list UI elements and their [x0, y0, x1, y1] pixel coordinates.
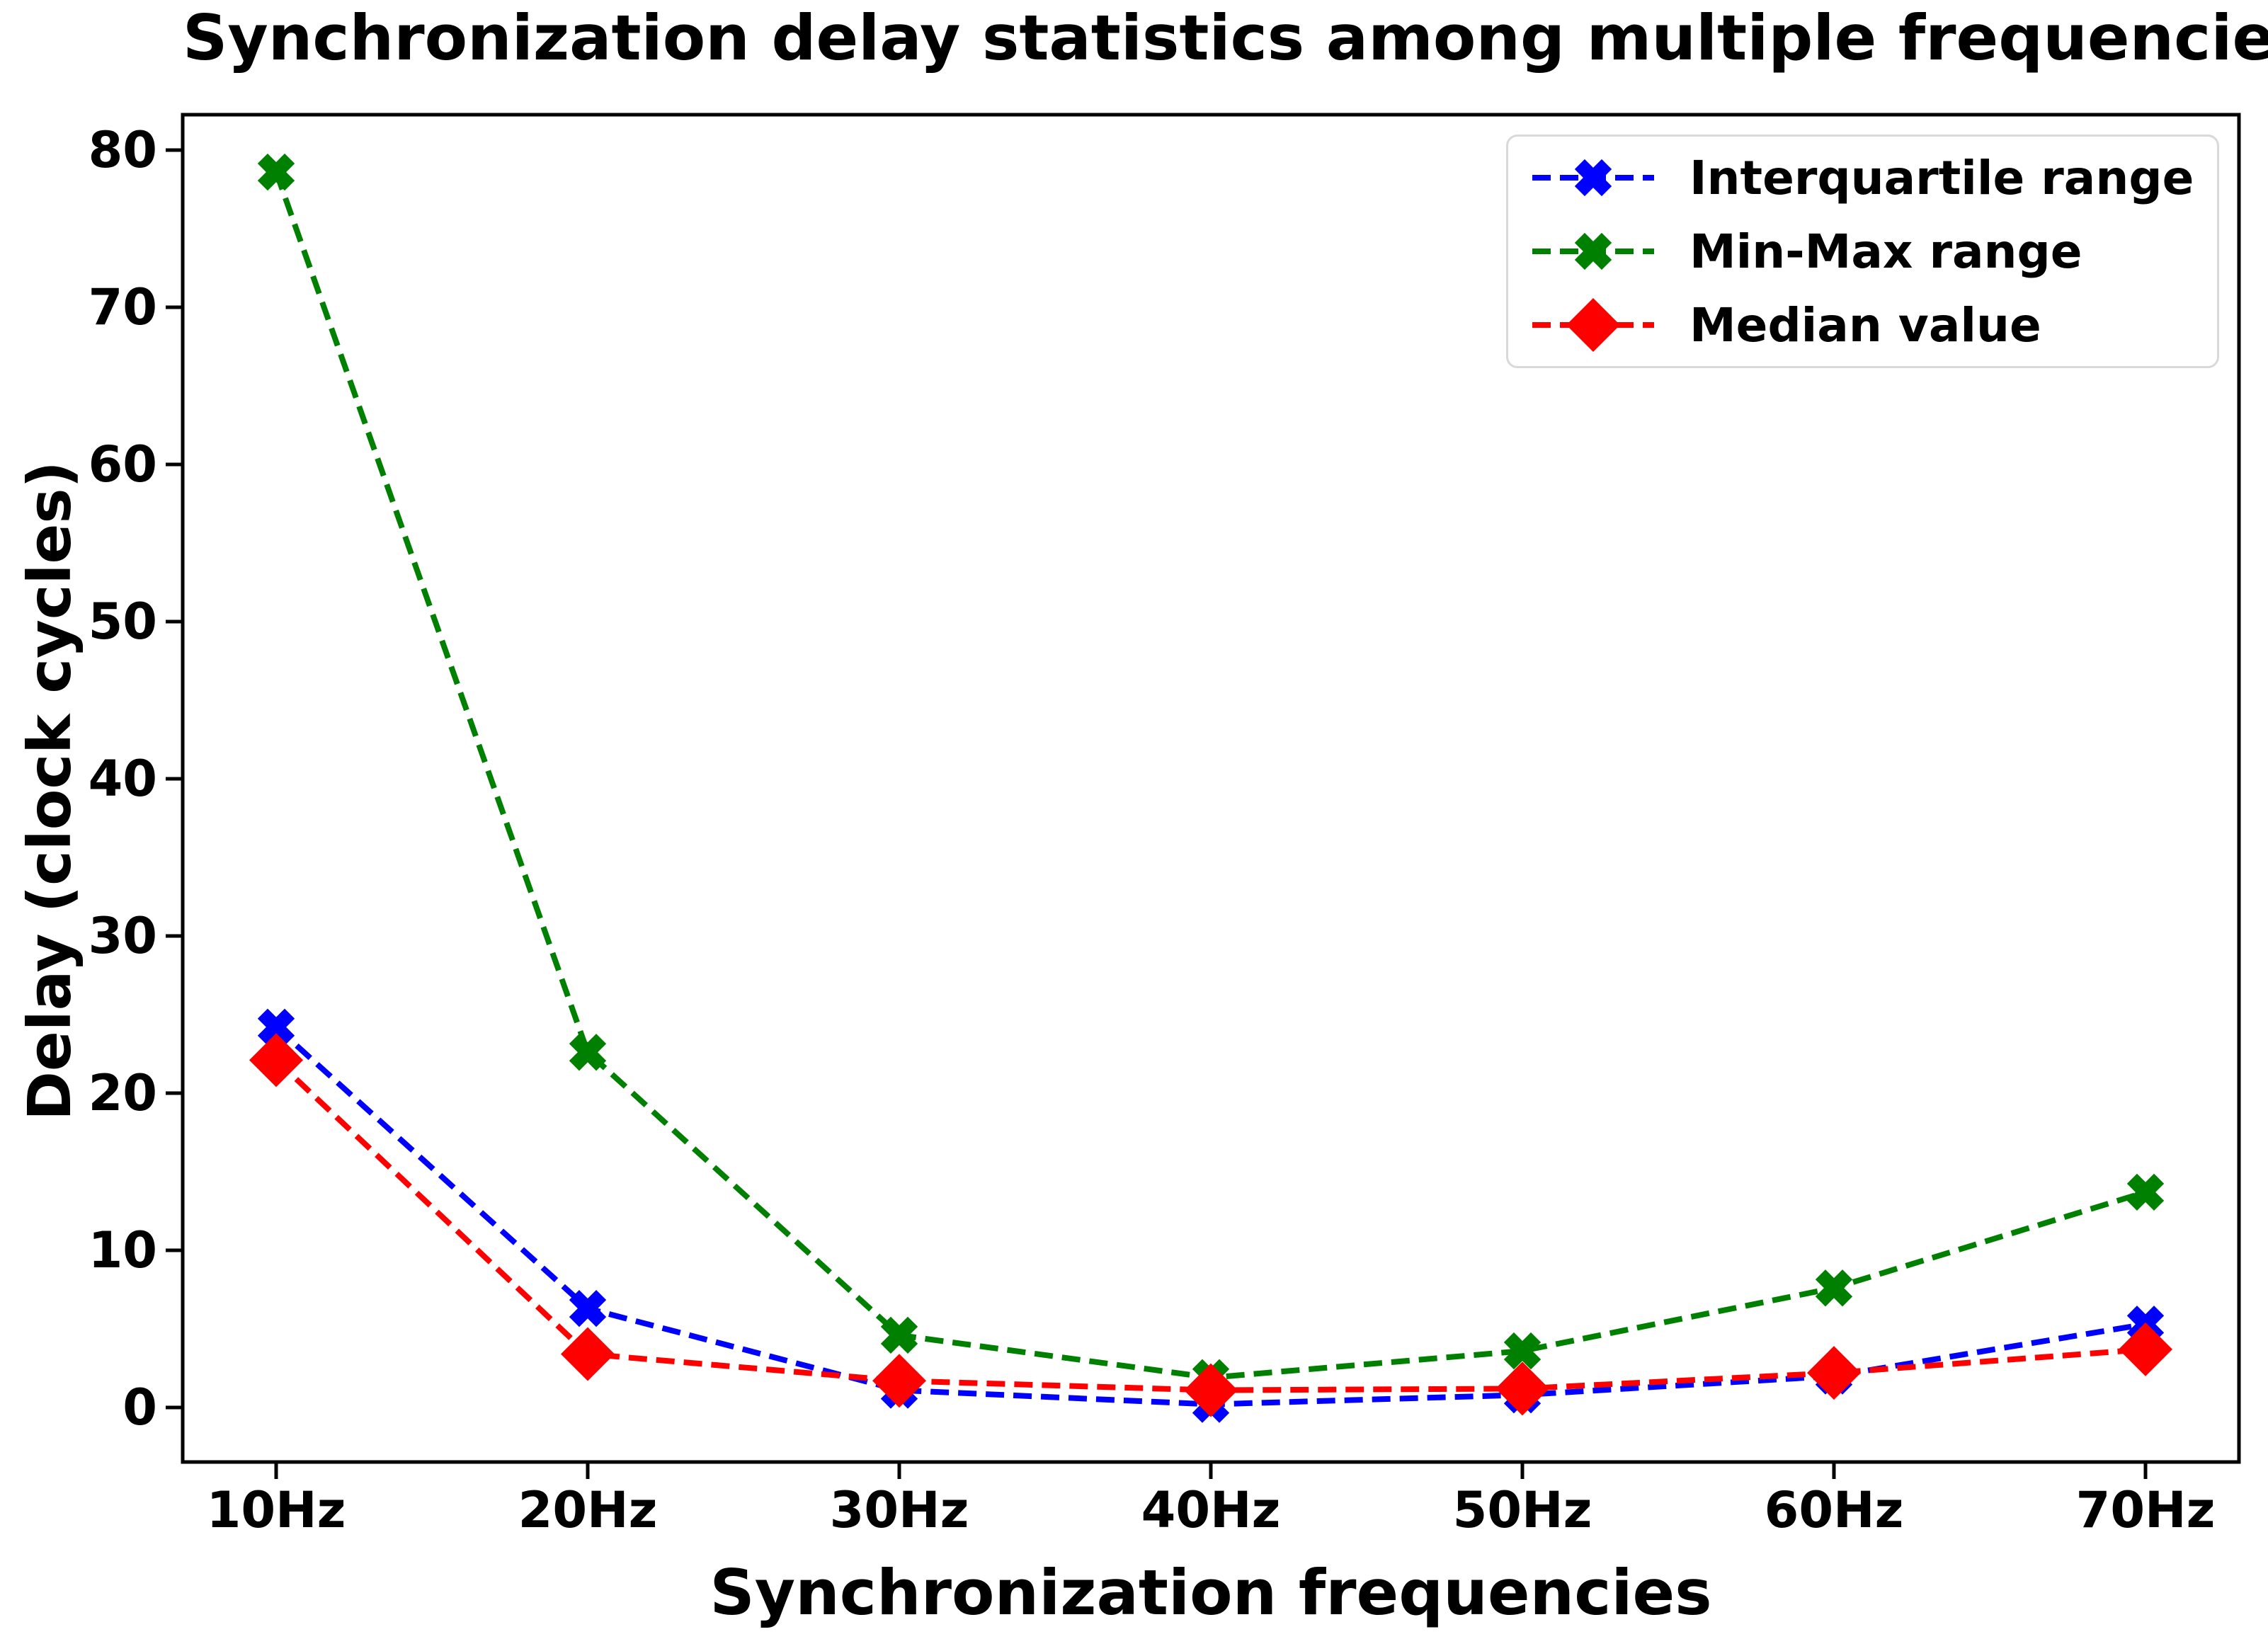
- diamond-marker: [1184, 1363, 1238, 1417]
- chart-title: Synchronization delay statistics among m…: [183, 1, 2268, 74]
- x-tick-label: 50Hz: [1453, 1481, 1592, 1539]
- y-tick-label: 60: [89, 435, 157, 493]
- diamond-marker: [1807, 1346, 1861, 1400]
- x-tick-label: 30Hz: [830, 1481, 969, 1539]
- legend-label: Median value: [1689, 297, 2041, 353]
- legend-sample-min-max-range: [1532, 232, 1654, 270]
- x-marker: [1574, 232, 1612, 270]
- x-marker: [880, 1316, 918, 1354]
- x-marker: [257, 1008, 295, 1046]
- x-marker: [1815, 1269, 1853, 1307]
- legend-sample-interquartile-range: [1532, 159, 1654, 197]
- x-marker: [1574, 159, 1612, 197]
- legend-label: Interquartile range: [1689, 150, 2194, 205]
- diamond-marker: [1495, 1361, 1549, 1416]
- x-marker: [1503, 1332, 1542, 1370]
- diamond-marker: [2119, 1322, 2172, 1376]
- series-line: [274, 1024, 2146, 1407]
- diamond-marker: [249, 1033, 303, 1087]
- x-tick-label: 60Hz: [1765, 1481, 1904, 1539]
- y-tick-label: 20: [89, 1064, 157, 1122]
- diamond-marker: [872, 1354, 926, 1408]
- legend-item-interquartile-range: Interquartile range: [1522, 141, 2217, 215]
- diamond-marker: [561, 1327, 615, 1381]
- x-marker: [2126, 1173, 2165, 1211]
- legend-item-min-max-range: Min-Max range: [1522, 215, 2217, 288]
- y-tick-label: 30: [89, 907, 157, 965]
- x-tick-label: 20Hz: [518, 1481, 658, 1539]
- x-marker: [569, 1289, 607, 1327]
- y-tick-label: 40: [89, 750, 157, 808]
- y-tick-label: 0: [122, 1378, 157, 1437]
- x-tick-label: 70Hz: [2076, 1481, 2216, 1539]
- x-marker: [257, 153, 295, 191]
- legend-sample-median-value: [1532, 298, 1654, 352]
- series-median-value: [249, 1033, 2172, 1417]
- legend: Interquartile range Min-Max range Median…: [1506, 135, 2219, 368]
- y-tick-label: 70: [89, 278, 157, 336]
- x-marker: [569, 1034, 607, 1071]
- x-tick-label: 40Hz: [1141, 1481, 1281, 1539]
- legend-label: Min-Max range: [1689, 224, 2082, 279]
- x-axis-label: Synchronization frequencies: [710, 1556, 1712, 1629]
- y-tick-label: 80: [89, 121, 157, 179]
- x-tick-label: 10Hz: [207, 1481, 346, 1539]
- y-tick-label: 50: [89, 593, 157, 651]
- diamond-marker: [1566, 298, 1620, 352]
- legend-item-median-value: Median value: [1522, 288, 2217, 362]
- y-tick-label: 10: [89, 1221, 157, 1279]
- series-line: [274, 1058, 2146, 1393]
